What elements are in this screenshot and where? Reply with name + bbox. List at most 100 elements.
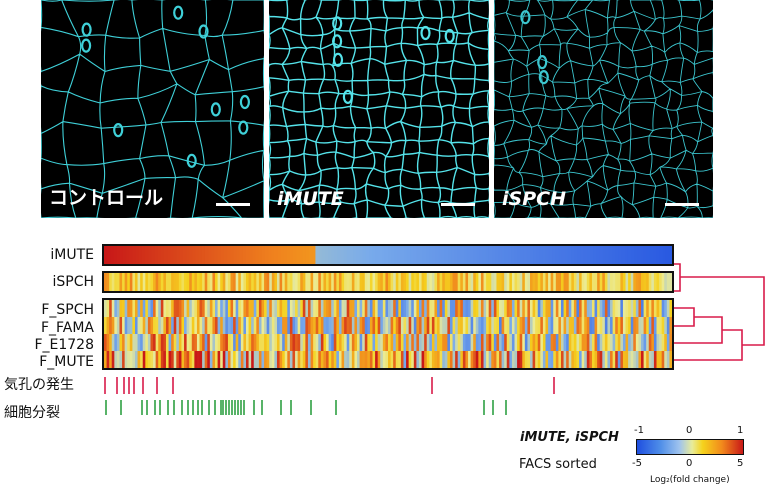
heatmap-cell (530, 300, 534, 317)
heatmap-cell (630, 246, 635, 264)
heatmap-cell (243, 334, 247, 351)
heatmap-cell (305, 351, 309, 368)
heatmap-cell (620, 351, 624, 368)
heatmap-cell (470, 300, 474, 317)
heatmap-cell (419, 246, 424, 264)
heatmap-cell (346, 273, 350, 291)
heatmap-cell (124, 317, 128, 334)
heatmap-cell (617, 300, 621, 317)
heatmap-cell (153, 317, 157, 334)
heatmap-cell (362, 300, 366, 317)
heatmap-cell (498, 246, 503, 264)
heatmap-cell (492, 246, 496, 264)
heatmap-cell (539, 246, 544, 264)
heatmap-cell (240, 334, 245, 351)
heatmap-cell (493, 300, 498, 317)
heatmap-cell (344, 300, 348, 317)
heatmap-cell (310, 317, 314, 334)
heatmap-cell (552, 246, 556, 264)
dendrogram-branch-imute-ispch (674, 263, 681, 292)
heatmap-cell (637, 246, 642, 264)
heatmap-cell (380, 300, 384, 317)
heatmap-cell (455, 351, 459, 368)
heatmap-cell (635, 300, 640, 317)
heatmap-cell (398, 317, 402, 334)
heatmap-cell (638, 351, 642, 368)
heatmap-cell (134, 300, 139, 317)
stoma (113, 123, 124, 138)
heatmap-cell (643, 273, 647, 291)
heatmap-cell (202, 334, 206, 351)
heatmap-cell (393, 317, 397, 334)
heatmap-cell (284, 334, 288, 351)
heatmap-cell (230, 300, 234, 317)
heatmap-cell (618, 246, 623, 264)
heatmap-cell (501, 317, 505, 334)
heatmap-cell (252, 246, 257, 264)
heatmap-cell (610, 273, 614, 291)
heatmap-cell (251, 300, 255, 317)
heatmap-cell (209, 273, 214, 291)
heatmap-cell (362, 334, 366, 351)
heatmap-cell (266, 351, 270, 368)
heatmap-cell (576, 351, 580, 368)
heatmap-cell (334, 246, 339, 264)
heatmap-cell (207, 273, 211, 291)
heatmap-cell (568, 351, 572, 368)
heatmap-cell (268, 246, 272, 264)
heatmap-cell (468, 273, 472, 291)
heatmap-cell (337, 246, 342, 264)
heatmap-cell (287, 317, 291, 334)
heatmap-cell (400, 317, 405, 334)
heatmap-cell (256, 317, 260, 334)
heatmap-cell (178, 300, 183, 317)
heatmap-cell (168, 351, 172, 368)
heatmap-cell (621, 246, 626, 264)
heatmap-cell (483, 351, 487, 368)
heatmap-cell (411, 273, 415, 291)
heatmap-cell (465, 317, 469, 334)
heatmap-cell (511, 334, 516, 351)
heatmap-cell (519, 334, 523, 351)
heatmap-cell (473, 351, 477, 368)
heatmap-cell (496, 351, 500, 368)
heatmap-cell (338, 351, 343, 368)
heatmap-cell (357, 300, 361, 317)
heatmap-cell (313, 300, 317, 317)
heatmap-cell (246, 317, 250, 334)
heatmap-cell (212, 300, 216, 317)
heatmap-cell (333, 351, 337, 368)
heatmap-cell (173, 351, 177, 368)
heatmap-cell (137, 334, 141, 351)
heatmap-cell (424, 300, 428, 317)
heatmap-cell (362, 351, 366, 368)
heatmap-cell (480, 273, 485, 291)
heatmap-cell (424, 351, 428, 368)
heatmap-cell (243, 351, 247, 368)
heatmap-cell (336, 300, 340, 317)
heatmap-cell (220, 351, 224, 368)
stoma (210, 102, 221, 117)
heatmap-cell (158, 273, 162, 291)
heatmap-cell (222, 334, 226, 351)
heatmap-cell (284, 273, 288, 291)
heatmap-cell (243, 300, 247, 317)
heatmap-cell (357, 351, 361, 368)
heatmap-cell (336, 334, 340, 351)
heatmap-cell (622, 317, 627, 334)
heatmap-cell (114, 317, 118, 334)
heatmap-cell (150, 317, 154, 334)
heatmap-cell (583, 246, 588, 264)
heatmap-cell (357, 273, 361, 291)
heatmap-cell (646, 300, 650, 317)
heatmap-cell (604, 351, 609, 368)
heatmap-cell (669, 334, 672, 351)
heatmap-cell (378, 246, 383, 264)
heatmap-cell (463, 246, 468, 264)
heatmap-cell (279, 351, 283, 368)
heatmap-cell (537, 351, 541, 368)
heatmap-cell (114, 334, 118, 351)
heatmap-cell (109, 273, 113, 291)
heatmap-cell (302, 334, 306, 351)
heatmap-cell (127, 334, 131, 351)
